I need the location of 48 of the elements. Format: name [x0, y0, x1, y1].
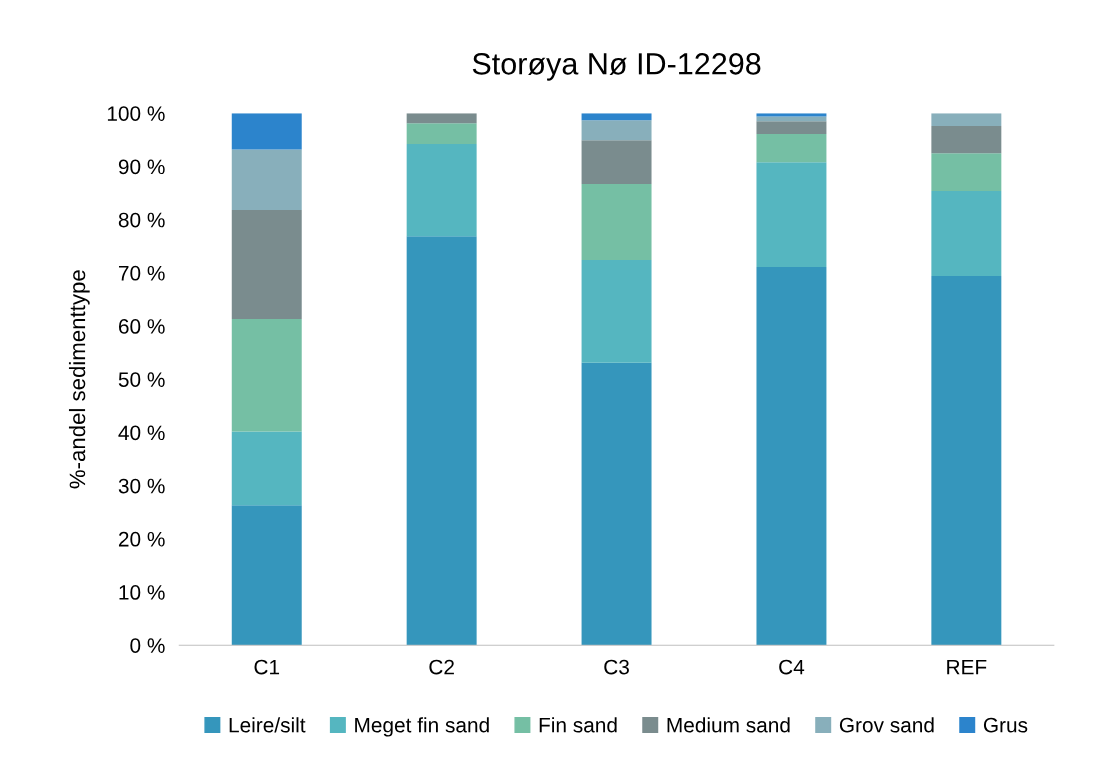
bar: [231, 431, 302, 506]
legend-label: Meget fin sand: [355, 717, 489, 737]
y-tick-label: 60 %: [118, 319, 165, 334]
bar: [756, 162, 827, 267]
y-tick-label: 70 %: [119, 265, 165, 281]
bar: [581, 120, 652, 141]
bar: [231, 210, 302, 320]
x-tick-label: REF: [947, 659, 987, 675]
x-tick-label: C4: [779, 659, 805, 675]
legend-label: Leire/silt: [229, 717, 306, 733]
bar: [231, 113, 302, 150]
bar: [931, 190, 1002, 277]
y-tick-label: 30 %: [118, 478, 165, 494]
bar: [406, 123, 477, 145]
bar: [756, 116, 827, 122]
bar: [581, 140, 652, 184]
bar: [406, 144, 477, 237]
bar: [231, 505, 302, 646]
legend-label: Fin sand: [539, 717, 617, 733]
y-tick-label: 80 %: [118, 212, 165, 228]
bar: [581, 260, 652, 363]
y-tick-label: 40 %: [118, 425, 165, 441]
bar: [581, 362, 652, 646]
chart-title: Storøya Nø ID-12298: [472, 53, 761, 81]
bar: [931, 153, 1002, 191]
bar: [581, 184, 652, 261]
legend-label: Grus: [983, 717, 1028, 733]
y-axis-title: %-andel sedimenttype: [68, 270, 90, 489]
bar: [756, 133, 827, 163]
bar: [931, 126, 1002, 154]
bar: [756, 121, 827, 134]
legend-label: Grov sand: [839, 717, 934, 733]
x-tick-label: C1: [254, 659, 280, 675]
y-tick-label: 0 %: [130, 638, 165, 653]
legend-label: Medium sand: [667, 717, 790, 733]
bar: [231, 319, 302, 432]
bar: [231, 149, 302, 211]
bar: [406, 236, 477, 646]
x-tick-label: C2: [429, 659, 454, 675]
y-tick-label: 20 %: [118, 531, 165, 547]
y-tick-label: 10 %: [119, 585, 165, 600]
y-tick-label: 100 %: [107, 106, 165, 121]
x-tick-label: C3: [604, 659, 629, 675]
bar: [931, 113, 1002, 127]
y-tick-label: 50 %: [118, 372, 165, 387]
bar: [756, 266, 827, 646]
bar: [931, 276, 1002, 646]
y-tick-label: 90 %: [118, 159, 165, 175]
